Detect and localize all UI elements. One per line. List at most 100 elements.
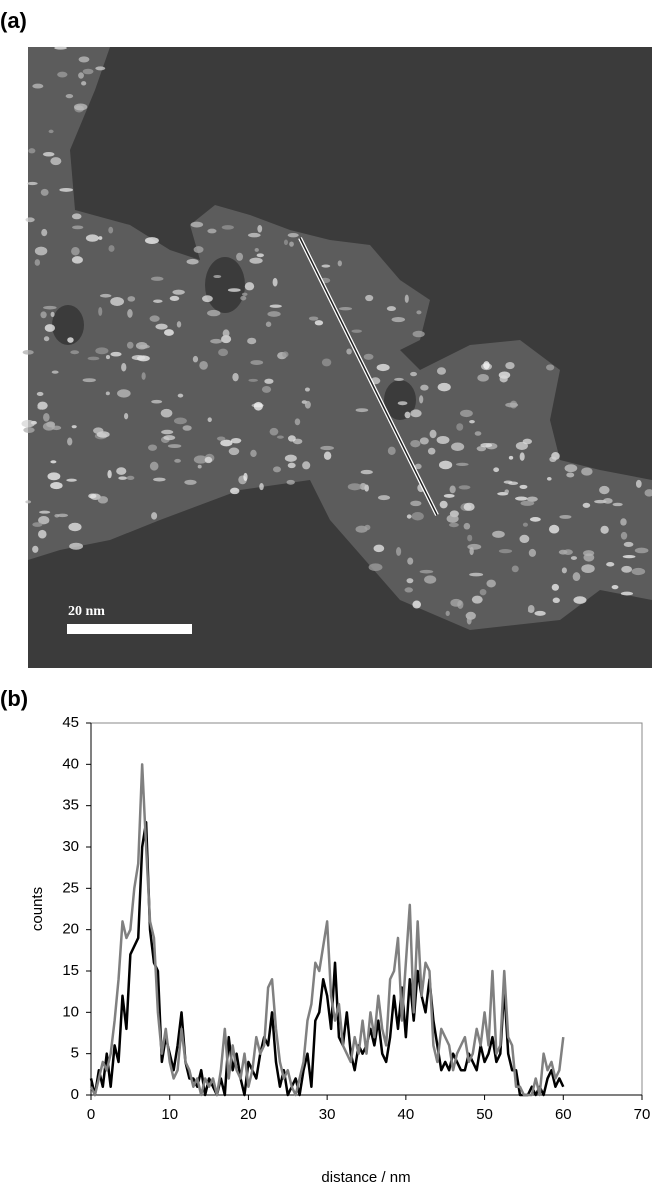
speckle: [71, 256, 83, 264]
speckle: [377, 495, 391, 501]
speckle: [427, 447, 436, 455]
speckle: [581, 564, 595, 574]
speckle: [117, 389, 131, 398]
speckle: [272, 277, 278, 287]
speckle: [622, 554, 636, 559]
speckle: [256, 253, 264, 258]
speckle: [213, 274, 222, 279]
speckle: [153, 477, 166, 482]
plot-frame: [90, 722, 643, 1096]
speckle: [173, 417, 187, 425]
speckle: [572, 572, 581, 581]
speckle: [98, 307, 103, 316]
speckle: [39, 510, 51, 514]
speckle: [534, 610, 546, 616]
speckle: [73, 103, 88, 111]
y-axis-label: counts: [29, 887, 46, 931]
speckle: [436, 367, 447, 375]
speckle: [151, 399, 163, 404]
speckle: [50, 460, 57, 464]
speckle: [240, 295, 247, 301]
speckle: [269, 304, 282, 308]
speckle: [257, 224, 263, 233]
speckle: [504, 489, 509, 494]
speckle: [287, 435, 296, 442]
speckle: [631, 567, 646, 576]
speckle: [511, 565, 519, 573]
speckle: [127, 296, 136, 302]
speckle: [515, 496, 528, 501]
speckle: [108, 226, 114, 234]
speckle: [308, 316, 319, 321]
speckle: [360, 469, 373, 475]
speckle: [244, 282, 255, 291]
speckle: [47, 472, 61, 481]
speckle: [227, 288, 241, 292]
speckle: [151, 512, 158, 520]
speckle: [443, 493, 455, 498]
speckle: [34, 259, 41, 266]
speckle: [259, 483, 264, 491]
speckle: [71, 425, 77, 429]
speckle: [182, 425, 192, 431]
speckle: [548, 524, 560, 534]
speckle: [126, 475, 135, 480]
speckle: [21, 419, 35, 428]
speckle: [267, 311, 281, 317]
speckle: [492, 530, 505, 538]
speckle: [82, 378, 96, 383]
speckle: [78, 72, 84, 79]
speckle: [519, 534, 530, 544]
speckle: [337, 260, 342, 267]
speckle: [526, 496, 538, 502]
speckle: [508, 481, 519, 486]
speckle: [105, 391, 110, 396]
speckle: [71, 213, 82, 220]
x-tick-label: 0: [87, 1106, 95, 1123]
speckle: [505, 362, 515, 370]
speckle: [620, 518, 627, 526]
speckle: [250, 360, 264, 366]
speckle: [67, 337, 74, 343]
speckle: [477, 374, 489, 382]
speckle: [414, 463, 422, 470]
speckle: [451, 442, 465, 451]
speckle: [559, 514, 572, 519]
speckle: [549, 456, 557, 463]
speckle: [110, 297, 125, 306]
speckle: [40, 188, 49, 196]
speckle: [411, 512, 424, 521]
speckle: [480, 443, 493, 448]
x-axis-label: distance / nm: [321, 1169, 410, 1186]
speckle: [71, 247, 80, 256]
speckle: [373, 544, 385, 553]
speckle: [471, 595, 483, 604]
speckle: [346, 348, 352, 355]
x-tick-label: 30: [319, 1106, 336, 1123]
speckle: [48, 129, 54, 134]
speckle: [216, 436, 226, 441]
speckle: [404, 587, 413, 593]
speckle: [282, 351, 289, 358]
micrograph: 20 nm: [21, 46, 652, 668]
speckle: [304, 387, 310, 392]
speckle: [153, 299, 163, 303]
speckle: [483, 361, 490, 370]
y-tick-label: 40: [62, 755, 79, 772]
speckle: [50, 157, 62, 166]
speckle: [25, 500, 32, 504]
speckle: [139, 344, 150, 349]
speckle: [419, 437, 429, 445]
speckle: [467, 534, 473, 542]
speckle: [50, 482, 63, 490]
speckle: [620, 531, 628, 540]
speckle: [479, 588, 487, 596]
y-tick-label: 10: [62, 1003, 79, 1020]
speckle: [407, 557, 414, 565]
speckle: [376, 363, 390, 372]
speckle: [204, 456, 213, 464]
speckle: [320, 445, 335, 451]
speckle: [289, 241, 294, 247]
speckle: [161, 429, 174, 435]
speckle: [463, 522, 471, 530]
